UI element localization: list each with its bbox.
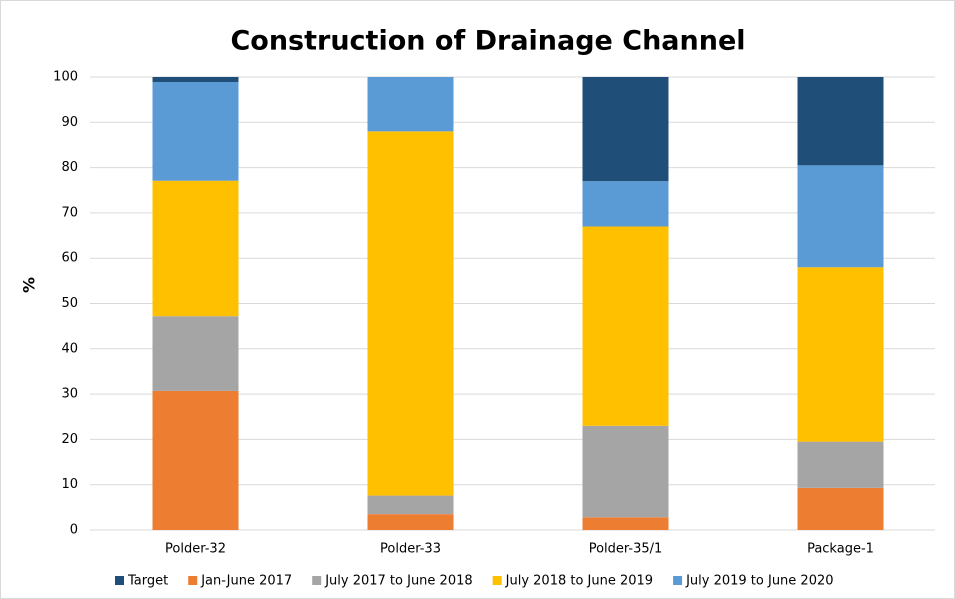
- bar-segment: [152, 390, 239, 530]
- x-tick-label: Polder-33: [380, 542, 441, 557]
- legend-label: July 2019 to June 2020: [685, 574, 833, 589]
- legend-label: Target: [127, 574, 168, 589]
- legend-swatch: [673, 576, 683, 585]
- legend-swatch: [312, 576, 322, 585]
- x-tick-label: Package-1: [807, 542, 874, 557]
- legend-label: July 2017 to June 2018: [324, 574, 472, 589]
- y-tick-label: 40: [61, 341, 78, 356]
- y-tick-label: 60: [61, 251, 78, 266]
- y-tick-label: 90: [61, 115, 78, 130]
- y-tick-label: 10: [61, 477, 78, 492]
- bar-segment: [797, 441, 884, 488]
- bar-segment: [797, 267, 884, 442]
- bar-segment: [367, 495, 454, 515]
- bar-segment: [367, 77, 454, 132]
- x-tick-label: Polder-35/1: [589, 542, 663, 557]
- bar-segment: [797, 487, 884, 530]
- bar-segment: [152, 77, 239, 82]
- legend-label: July 2018 to June 2019: [505, 574, 653, 589]
- y-tick-label: 0: [70, 523, 78, 538]
- bar-segment: [582, 226, 669, 426]
- bar-segment: [367, 131, 454, 496]
- y-tick-label: 100: [53, 70, 78, 85]
- bar-segment: [152, 180, 239, 317]
- y-tick-label: 50: [61, 296, 78, 311]
- bar-segment: [582, 77, 669, 182]
- bar-segment: [582, 517, 669, 530]
- y-tick-label: 30: [61, 387, 78, 402]
- bar-segment: [797, 165, 884, 268]
- legend-label: Jan-June 2017: [200, 574, 292, 589]
- legend-swatch: [115, 576, 124, 585]
- bar-segment: [367, 514, 454, 530]
- legend-swatch: [492, 576, 502, 585]
- bar-segment: [582, 181, 669, 227]
- x-tick-label: Polder-32: [165, 542, 226, 557]
- chart-title: Construction of Drainage Channel: [230, 26, 745, 57]
- legend-swatch: [188, 576, 198, 585]
- y-tick-label: 20: [61, 432, 78, 447]
- y-tick-label: 70: [61, 205, 78, 220]
- bar-segment: [152, 316, 239, 391]
- y-tick-label: 80: [61, 160, 78, 175]
- y-axis-label: %: [20, 277, 39, 293]
- bar-segment: [152, 81, 239, 181]
- bar-segment: [582, 425, 669, 518]
- bar-segment: [797, 77, 884, 166]
